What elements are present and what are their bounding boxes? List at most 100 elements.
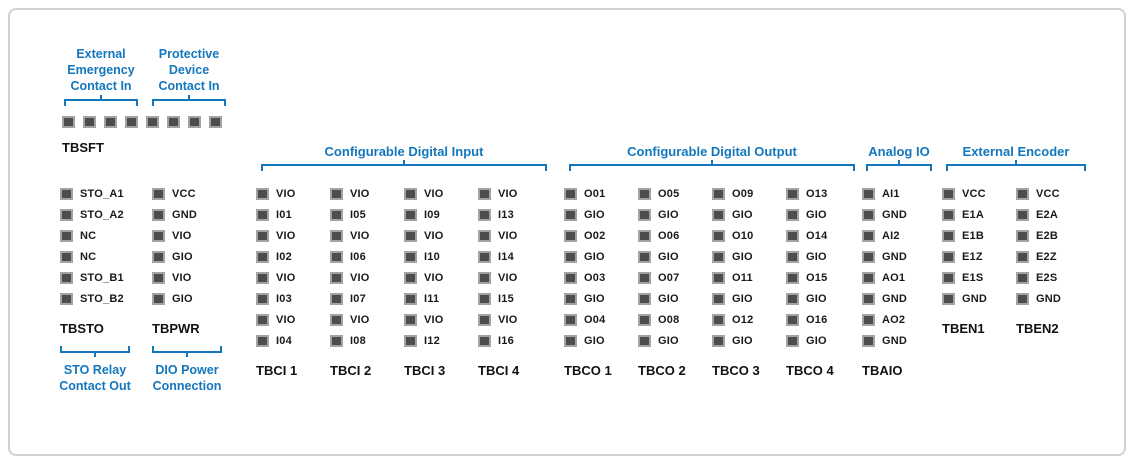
- pin-label: E1B: [962, 229, 984, 242]
- pin-label: VIO: [424, 313, 444, 326]
- pin-label: I04: [276, 334, 292, 347]
- pin-row: GIO: [786, 204, 860, 225]
- pin-square-icon: [712, 292, 725, 305]
- bracket: [152, 95, 226, 106]
- pin-row: VIO: [404, 309, 478, 330]
- pin-row: GIO: [712, 288, 786, 309]
- pin-square-icon: [1016, 292, 1029, 305]
- pin-square-icon: [256, 334, 269, 347]
- pin-square-icon: [942, 187, 955, 200]
- pin-row: AI1: [862, 183, 936, 204]
- pin-row: O16: [786, 309, 860, 330]
- pin-row: O14: [786, 225, 860, 246]
- pin-square-icon: [942, 271, 955, 284]
- group-header: External Encoder: [962, 144, 1070, 159]
- group-header: Configurable Digital Input: [324, 144, 484, 159]
- pin-square-icon: [712, 250, 725, 263]
- pin-label: O07: [658, 271, 680, 284]
- terminal-block-tben2: VCC E2A E2B E2Z E2S GND TBEN2: [1016, 183, 1090, 336]
- pin-square-icon: [404, 313, 417, 326]
- pin-row: VIO: [256, 267, 330, 288]
- pin-square-icon: [942, 250, 955, 263]
- block-name: TBEN1: [942, 321, 985, 336]
- pin-label: VIO: [350, 187, 370, 200]
- pin-row: E2S: [1016, 267, 1090, 288]
- pin-label: AI1: [882, 187, 900, 200]
- pin-row: GIO: [564, 330, 638, 351]
- pin-row: I16: [478, 330, 552, 351]
- terminal-block-tbci3: VIO I09 VIO I10 VIO I11 VIO I12 TBCI 3: [404, 183, 478, 378]
- pin-row: I03: [256, 288, 330, 309]
- block-name: TBCI 4: [478, 363, 520, 378]
- pin-label: GIO: [584, 250, 605, 263]
- pin-row: I08: [330, 330, 404, 351]
- pin-label: I10: [424, 250, 440, 263]
- pin-row: VCC: [152, 183, 234, 204]
- pin-row: STO_B2: [60, 288, 142, 309]
- pin-label: GIO: [806, 334, 827, 347]
- pin-square-icon: [942, 208, 955, 221]
- pin-column: O13 GIO O14 GIO O15 GIO O16 GIO: [786, 183, 860, 351]
- pin-row: NC: [60, 246, 142, 267]
- terminal-block-tbci2: VIO I05 VIO I06 VIO I07 VIO I08 TBCI 2: [330, 183, 404, 378]
- pin-label: GIO: [584, 334, 605, 347]
- block-name-tbsto: TBSTO: [60, 321, 104, 336]
- bracket: [866, 160, 932, 171]
- pin-label: E2A: [1036, 208, 1058, 221]
- pin-label: I08: [350, 334, 366, 347]
- bracket: [152, 346, 222, 357]
- pin-label: VIO: [498, 229, 518, 242]
- pin-square-icon: [60, 187, 73, 200]
- pin-square-icon: [786, 187, 799, 200]
- annotation-label: External Emergency Contact In: [67, 47, 135, 93]
- pin-square-icon: [478, 271, 491, 284]
- pin-label: O06: [658, 229, 680, 242]
- pin-row: VIO: [152, 225, 234, 246]
- pin-square-icon: [256, 250, 269, 263]
- pin-column: VCC E1A E1B E1Z E1S GND: [942, 183, 1016, 309]
- pin-square-icon: [638, 313, 651, 326]
- pin-label: GIO: [732, 292, 753, 305]
- pin-column: STO_A1 STO_A2 NC NC STO_B1 STO_B2: [60, 183, 142, 309]
- pin-square-icon: [638, 187, 651, 200]
- pin-square-icon: [564, 313, 577, 326]
- pin-label: I07: [350, 292, 366, 305]
- pin-square-icon: [256, 208, 269, 221]
- pin-row: VIO: [256, 309, 330, 330]
- pin-row: O02: [564, 225, 638, 246]
- pin-row: GIO: [638, 330, 712, 351]
- pin-row: E1Z: [942, 246, 1016, 267]
- pin-row: GIO: [152, 288, 234, 309]
- pin-square-icon: [404, 334, 417, 347]
- pin-label: GIO: [658, 208, 679, 221]
- pin-label: GND: [882, 334, 908, 347]
- pin-label: GIO: [584, 292, 605, 305]
- pin-row: E2Z: [1016, 246, 1090, 267]
- pin-row: O15: [786, 267, 860, 288]
- pin-square-icon: [330, 271, 343, 284]
- pin-row: I15: [478, 288, 552, 309]
- pin-row: E1A: [942, 204, 1016, 225]
- bracket: [64, 95, 138, 106]
- pin-square-icon: [564, 208, 577, 221]
- pin-label: VIO: [276, 229, 296, 242]
- terminal-block-tbci1: VIO I01 VIO I02 VIO I03 VIO I04 TBCI 1: [256, 183, 330, 378]
- pin-row: GND: [862, 204, 936, 225]
- block-name-tbpwr: TBPWR: [152, 321, 200, 336]
- pin-square-icon: [478, 334, 491, 347]
- pin-label: E1Z: [962, 250, 983, 263]
- pin-square-icon: [712, 229, 725, 242]
- left-terminal-blocks: STO_A1 STO_A2 NC NC STO_B1 STO_B2 TBSTO …: [59, 183, 234, 394]
- pin-row: VIO: [404, 225, 478, 246]
- block-name: TBCI 2: [330, 363, 372, 378]
- pin-square-icon: [564, 187, 577, 200]
- pin-row: I10: [404, 246, 478, 267]
- pin-row: VIO: [330, 267, 404, 288]
- pin-label: O13: [806, 187, 828, 200]
- pin-column: O01 GIO O02 GIO O03 GIO O04 GIO: [564, 183, 638, 351]
- pin-label: O11: [732, 271, 753, 284]
- pin-row: STO_A2: [60, 204, 142, 225]
- pin-label: VIO: [276, 271, 296, 284]
- pin-label: I09: [424, 208, 440, 221]
- pin-label: I13: [498, 208, 514, 221]
